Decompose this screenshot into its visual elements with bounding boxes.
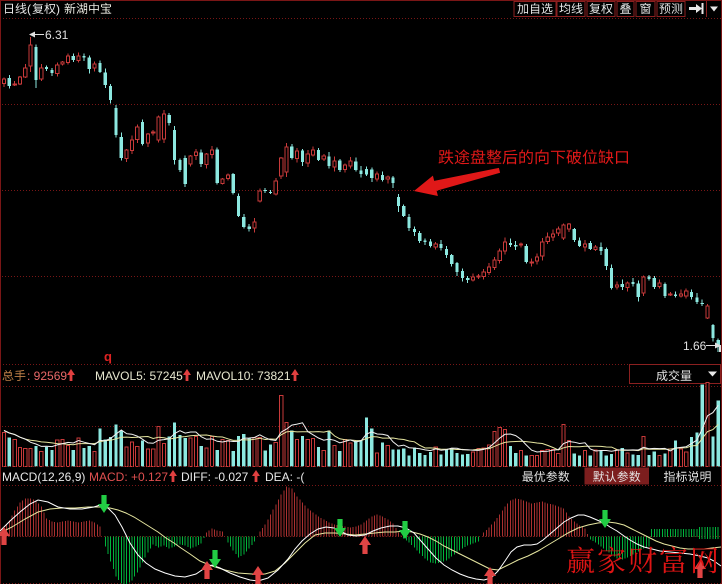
svg-text:: 92569: : 92569 (27, 369, 67, 383)
svg-text:): ) (56, 2, 60, 16)
svg-text:DEA: -(: DEA: -( (265, 470, 304, 484)
svg-text:6.31: 6.31 (45, 28, 69, 42)
svg-text:MAVOL5: 57245: MAVOL5: 57245 (95, 369, 183, 383)
svg-text:DIFF: -0.027: DIFF: -0.027 (181, 470, 249, 484)
svg-text:q: q (104, 349, 112, 364)
svg-text:(: ( (27, 2, 31, 16)
svg-text:MACD(12,26,9): MACD(12,26,9) (2, 470, 85, 484)
svg-text:MAVOL10: 73821: MAVOL10: 73821 (196, 369, 291, 383)
svg-text:1.66: 1.66 (683, 339, 707, 353)
svg-text:MACD: +0.127: MACD: +0.127 (89, 470, 168, 484)
